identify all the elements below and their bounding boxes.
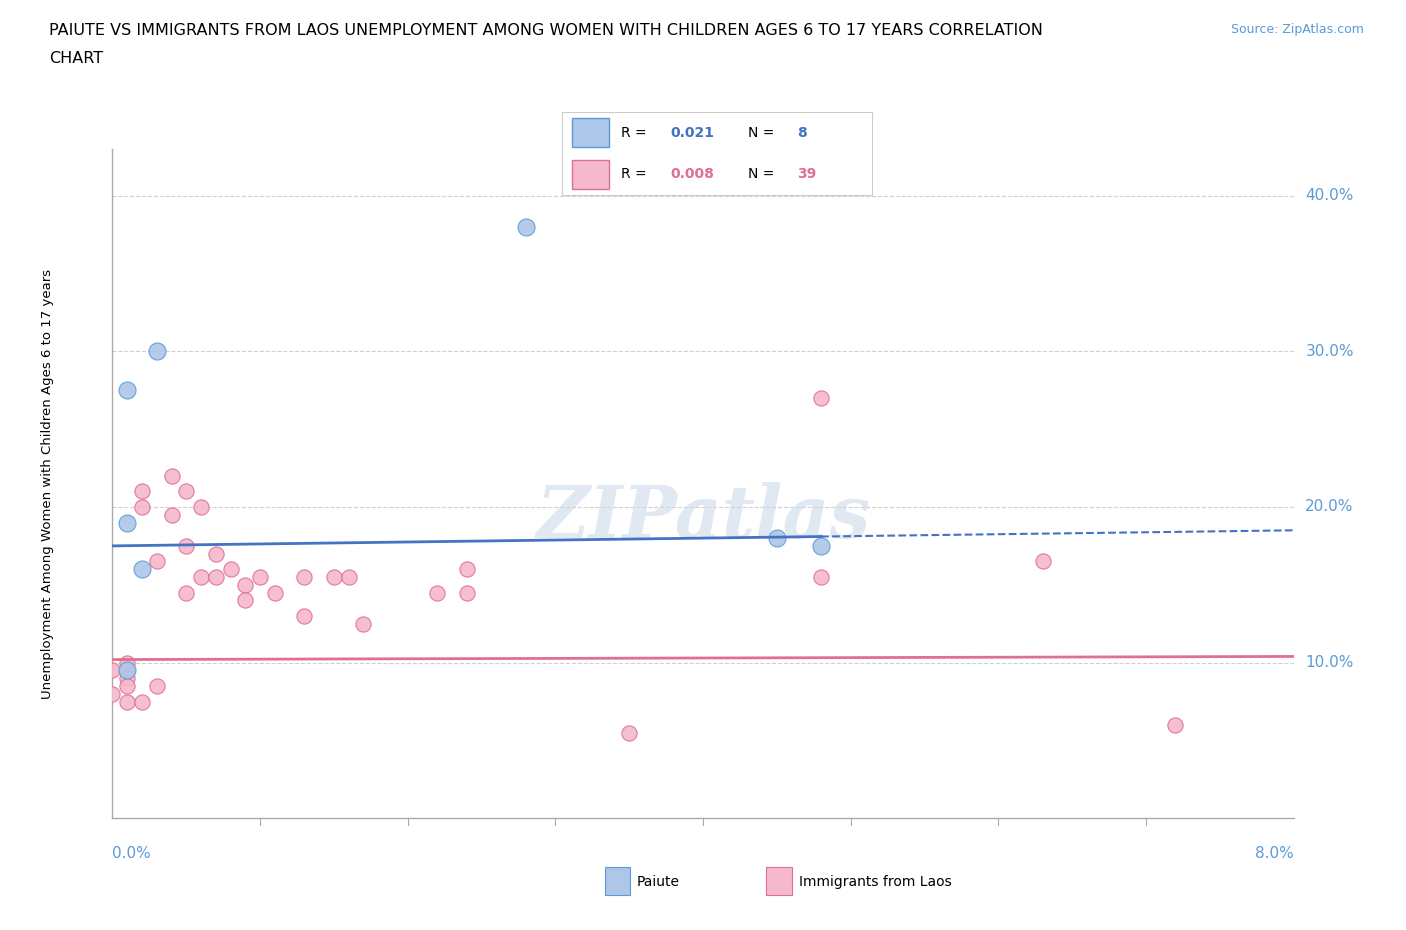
- Point: [1164, 718, 1187, 733]
- Point: [117, 383, 138, 398]
- Point: [205, 569, 228, 584]
- Text: 20.0%: 20.0%: [1305, 499, 1354, 514]
- Point: [131, 499, 153, 514]
- Text: Paiute: Paiute: [637, 874, 681, 889]
- Point: [765, 531, 787, 546]
- Point: [1032, 554, 1054, 569]
- Point: [174, 484, 197, 498]
- Point: [292, 569, 315, 584]
- Point: [456, 585, 478, 600]
- Point: [146, 679, 169, 694]
- Point: [426, 585, 449, 600]
- Point: [101, 686, 124, 701]
- Point: [352, 617, 374, 631]
- Text: 10.0%: 10.0%: [1305, 655, 1354, 671]
- Point: [190, 569, 212, 584]
- Point: [117, 671, 138, 685]
- Text: 0.008: 0.008: [671, 167, 714, 181]
- Text: 39: 39: [797, 167, 817, 181]
- Text: Immigrants from Laos: Immigrants from Laos: [799, 874, 952, 889]
- Point: [233, 578, 256, 592]
- Point: [117, 679, 138, 694]
- Point: [810, 391, 832, 405]
- Point: [146, 344, 169, 359]
- Point: [117, 694, 138, 709]
- Text: PAIUTE VS IMMIGRANTS FROM LAOS UNEMPLOYMENT AMONG WOMEN WITH CHILDREN AGES 6 TO : PAIUTE VS IMMIGRANTS FROM LAOS UNEMPLOYM…: [49, 23, 1043, 38]
- Text: N =: N =: [748, 167, 775, 181]
- Text: 0.0%: 0.0%: [112, 846, 152, 861]
- Point: [205, 546, 228, 561]
- Point: [292, 608, 315, 623]
- Point: [233, 593, 256, 608]
- Point: [337, 569, 360, 584]
- Point: [810, 569, 832, 584]
- Point: [323, 569, 346, 584]
- Point: [515, 219, 537, 234]
- Point: [146, 554, 169, 569]
- Text: Unemployment Among Women with Children Ages 6 to 17 years: Unemployment Among Women with Children A…: [41, 269, 53, 698]
- Text: 0.021: 0.021: [671, 126, 714, 140]
- Text: R =: R =: [621, 126, 647, 140]
- Point: [249, 569, 271, 584]
- Point: [456, 562, 478, 577]
- Point: [131, 484, 153, 498]
- Point: [810, 538, 832, 553]
- FancyBboxPatch shape: [572, 160, 609, 189]
- Point: [131, 694, 153, 709]
- Text: ZIPatlas: ZIPatlas: [536, 482, 870, 552]
- Point: [174, 538, 197, 553]
- Point: [264, 585, 287, 600]
- Text: 8.0%: 8.0%: [1254, 846, 1294, 861]
- Point: [131, 562, 153, 577]
- Point: [117, 515, 138, 530]
- Text: N =: N =: [748, 126, 775, 140]
- Point: [160, 469, 183, 484]
- Point: [160, 507, 183, 522]
- Text: CHART: CHART: [49, 51, 103, 66]
- FancyBboxPatch shape: [572, 118, 609, 147]
- Text: R =: R =: [621, 167, 647, 181]
- Point: [619, 725, 641, 740]
- Point: [101, 663, 124, 678]
- Text: 30.0%: 30.0%: [1305, 344, 1354, 359]
- Text: Source: ZipAtlas.com: Source: ZipAtlas.com: [1230, 23, 1364, 36]
- Point: [117, 663, 138, 678]
- Point: [190, 499, 212, 514]
- Point: [219, 562, 242, 577]
- Text: 8: 8: [797, 126, 807, 140]
- Point: [117, 656, 138, 671]
- Point: [117, 663, 138, 678]
- Text: 40.0%: 40.0%: [1305, 188, 1354, 203]
- Point: [174, 585, 197, 600]
